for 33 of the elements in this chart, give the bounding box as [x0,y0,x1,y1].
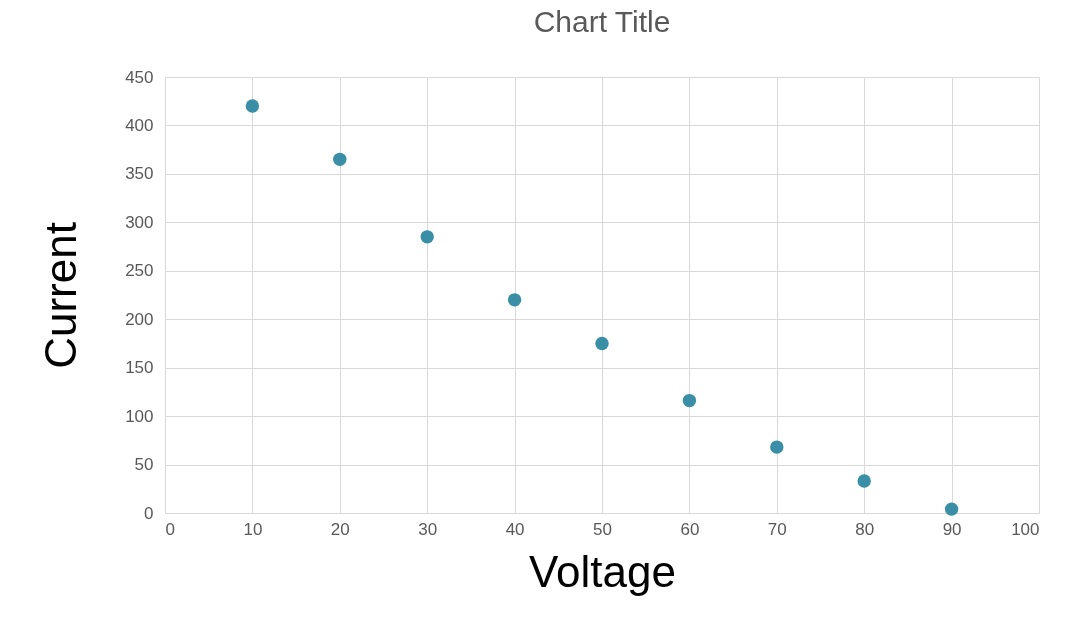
x-tick-label: 70 [767,519,787,539]
point [420,230,434,244]
y-tick-label: 50 [134,455,154,475]
x-axis-title: Voltage [529,546,676,596]
y-tick-label: 100 [125,406,154,426]
y-tick-label: 350 [125,164,154,184]
y-tick-label: 200 [125,309,154,329]
point [245,99,260,113]
x-tick-label: 40 [505,519,525,539]
x-tick-label: 100 [1011,519,1040,539]
x-tick-label: 10 [243,519,263,539]
point [944,502,959,516]
point [770,440,784,454]
x-tick-label: 80 [855,519,875,539]
x-tick-label: 0 [165,519,175,539]
point [857,474,871,488]
y-tick-label: 400 [125,115,154,135]
chart-title: Chart Title [533,5,671,38]
y-tick-label: 150 [125,358,154,378]
y-tick-label: 450 [125,67,154,87]
y-tick-label: 250 [125,261,154,281]
x-tick-label: 60 [680,519,700,539]
point [682,393,697,408]
x-tick-label: 30 [418,519,438,539]
y-tick-label: 300 [125,212,154,232]
point [507,293,522,307]
x-tick-label: 20 [330,519,350,539]
x-tick-label: 90 [942,519,962,539]
point [333,152,347,167]
point [595,336,609,351]
x-tick-label: 50 [593,519,612,539]
y-tick-label: 0 [144,503,154,523]
y-axis-title: Current [36,222,86,369]
